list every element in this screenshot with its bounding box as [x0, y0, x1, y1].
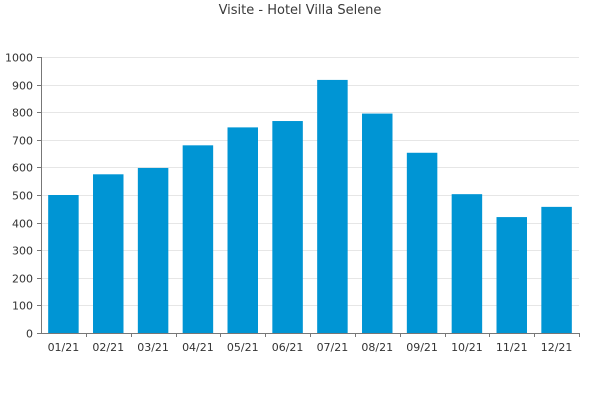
bar[interactable] [451, 194, 483, 333]
y-tick-label: 400 [12, 218, 33, 231]
y-tick-label: 800 [12, 107, 33, 120]
bar[interactable] [137, 167, 169, 333]
y-tick-label: 1000 [5, 52, 33, 65]
y-tick-label: 200 [12, 273, 33, 286]
bar[interactable] [272, 121, 303, 333]
bar[interactable] [406, 152, 438, 333]
x-tick-label: 10/21 [451, 341, 483, 354]
grid-lines [41, 57, 579, 306]
y-tick-label: 500 [12, 190, 33, 203]
x-tick-label: 05/21 [227, 341, 259, 354]
x-tick-label: 11/21 [496, 341, 528, 354]
bar[interactable] [48, 195, 79, 333]
bars [48, 79, 572, 333]
bar[interactable] [362, 113, 393, 333]
y-tick-labels: 0 100 200 300 400 500 600 700 800 900 1000 [5, 52, 33, 341]
bar[interactable] [93, 174, 124, 333]
x-tick-label: 04/21 [182, 341, 214, 354]
x-tick-label: 09/21 [406, 341, 438, 354]
y-tick-label: 100 [12, 300, 33, 313]
y-tick-label: 600 [12, 162, 33, 175]
y-tick-label: 700 [12, 135, 33, 148]
bar[interactable] [541, 206, 572, 333]
x-tick-label: 03/21 [137, 341, 169, 354]
chart-title: Visite - Hotel Villa Selene [218, 3, 382, 18]
axes [37, 57, 580, 337]
bar[interactable] [317, 79, 348, 333]
bar[interactable] [182, 145, 214, 333]
bar[interactable] [496, 217, 527, 333]
bar[interactable] [227, 127, 258, 333]
y-tick-label: 0 [26, 328, 33, 341]
x-tick-label: 08/21 [361, 341, 393, 354]
y-tick-label: 300 [12, 245, 33, 258]
x-tick-label: 06/21 [272, 341, 304, 354]
x-tick-label: 12/21 [541, 341, 573, 354]
x-tick-label: 02/21 [92, 341, 124, 354]
y-tick-label: 900 [12, 80, 33, 93]
x-tick-label: 07/21 [317, 341, 349, 354]
x-tick-labels: 01/21 02/21 03/21 04/21 05/21 06/21 07/21 08/21… [48, 341, 573, 354]
x-tick-label: 01/21 [48, 341, 80, 354]
